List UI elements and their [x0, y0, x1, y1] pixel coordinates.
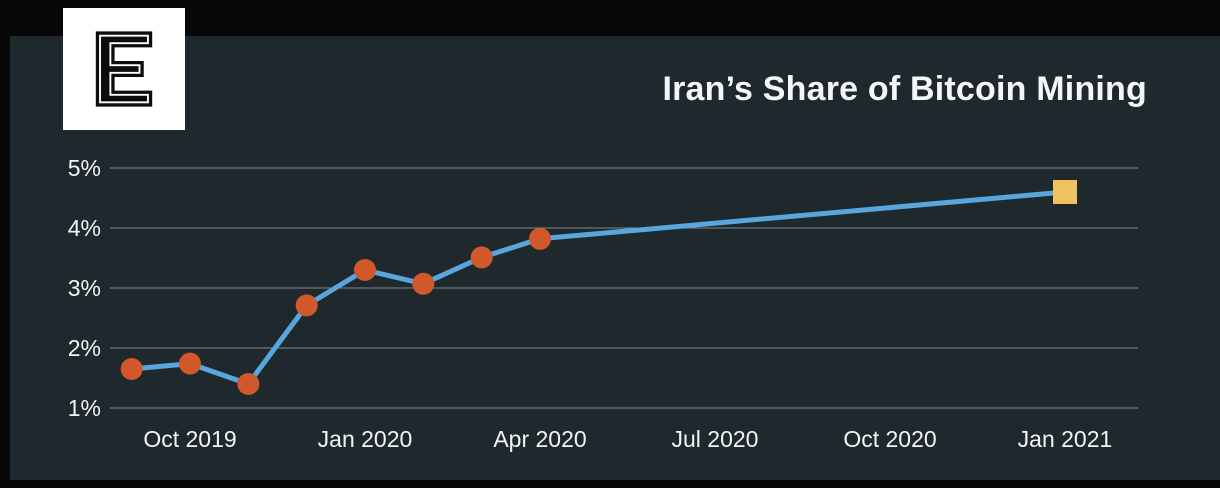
data-point-marker: [470, 246, 493, 269]
bottom-black-band: [0, 480, 1220, 488]
x-tick-label: Jan 2020: [318, 426, 413, 452]
estimate-marker: [1052, 180, 1077, 204]
data-point-marker: [295, 294, 318, 317]
data-point-marker: [120, 358, 143, 380]
data-point-marker: [353, 259, 376, 281]
x-tick-label: Jan 2021: [1018, 426, 1113, 452]
data-point-marker: [237, 373, 260, 395]
data-point-marker: [412, 272, 435, 295]
data-point-marker: [528, 227, 551, 250]
x-tick-label: Oct 2020: [843, 426, 936, 452]
x-tick-label: Oct 2019: [143, 426, 236, 452]
chart-title: Iran’s Share of Bitcoin Mining: [662, 70, 1147, 108]
left-black-band: [0, 0, 10, 488]
y-tick-label: 5%: [68, 155, 101, 181]
y-tick-label: 4%: [68, 215, 101, 241]
x-tick-label: Jul 2020: [672, 426, 759, 452]
top-black-band: [0, 0, 1220, 36]
y-tick-label: 3%: [68, 275, 101, 301]
x-tick-label: Apr 2020: [493, 426, 586, 452]
blocky-e-logo-icon: [95, 31, 153, 107]
y-tick-label: 2%: [68, 335, 101, 361]
logo: [63, 8, 185, 130]
y-tick-label: 1%: [68, 395, 101, 421]
data-point-marker: [179, 352, 201, 375]
